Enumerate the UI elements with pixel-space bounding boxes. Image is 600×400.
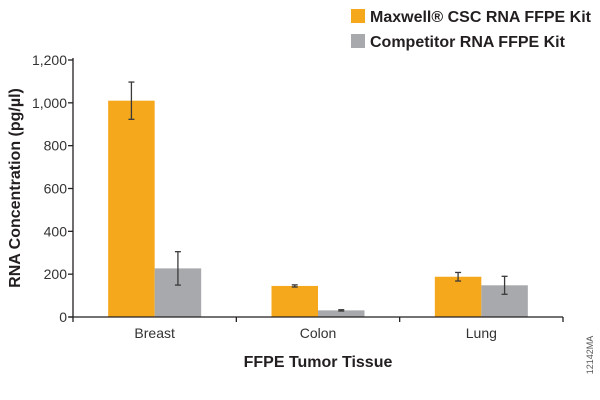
- y-tick-label: 1,200: [32, 52, 67, 68]
- legend-label-2: Competitor RNA FFPE Kit: [370, 34, 566, 51]
- x-tick-label: Breast: [134, 325, 175, 341]
- legend-label-1: Maxwell® CSC RNA FFPE Kit: [370, 9, 592, 26]
- y-tick-label: 0: [59, 309, 67, 325]
- figure-code: 12142MA: [585, 336, 595, 375]
- y-axis-label: RNA Concentration (pg/µl): [7, 88, 24, 288]
- bar-breast-1: [108, 100, 155, 317]
- x-tick-label: Lung: [466, 325, 497, 341]
- bar-colon-2: [318, 310, 365, 317]
- y-tick-label: 1,000: [32, 95, 67, 111]
- y-tick-label: 800: [44, 138, 68, 154]
- legend-swatch-1: [351, 9, 365, 23]
- legend-swatch-2: [351, 34, 365, 48]
- x-axis-label: FFPE Tumor Tissue: [244, 354, 393, 371]
- y-tick-label: 600: [44, 181, 68, 197]
- bar-lung-1: [434, 276, 482, 317]
- bars: [108, 81, 528, 317]
- y-tick-label: 400: [44, 223, 68, 239]
- y-tick-label: 200: [44, 266, 68, 282]
- axes: Breast Colon Lung 0 200 400 600 800 1,000 1,200: [32, 52, 564, 341]
- legend: Maxwell® CSC RNA FFPE Kit Competitor RNA …: [351, 9, 592, 51]
- bar-colon-1: [271, 285, 318, 317]
- x-tick-label: Colon: [300, 325, 337, 341]
